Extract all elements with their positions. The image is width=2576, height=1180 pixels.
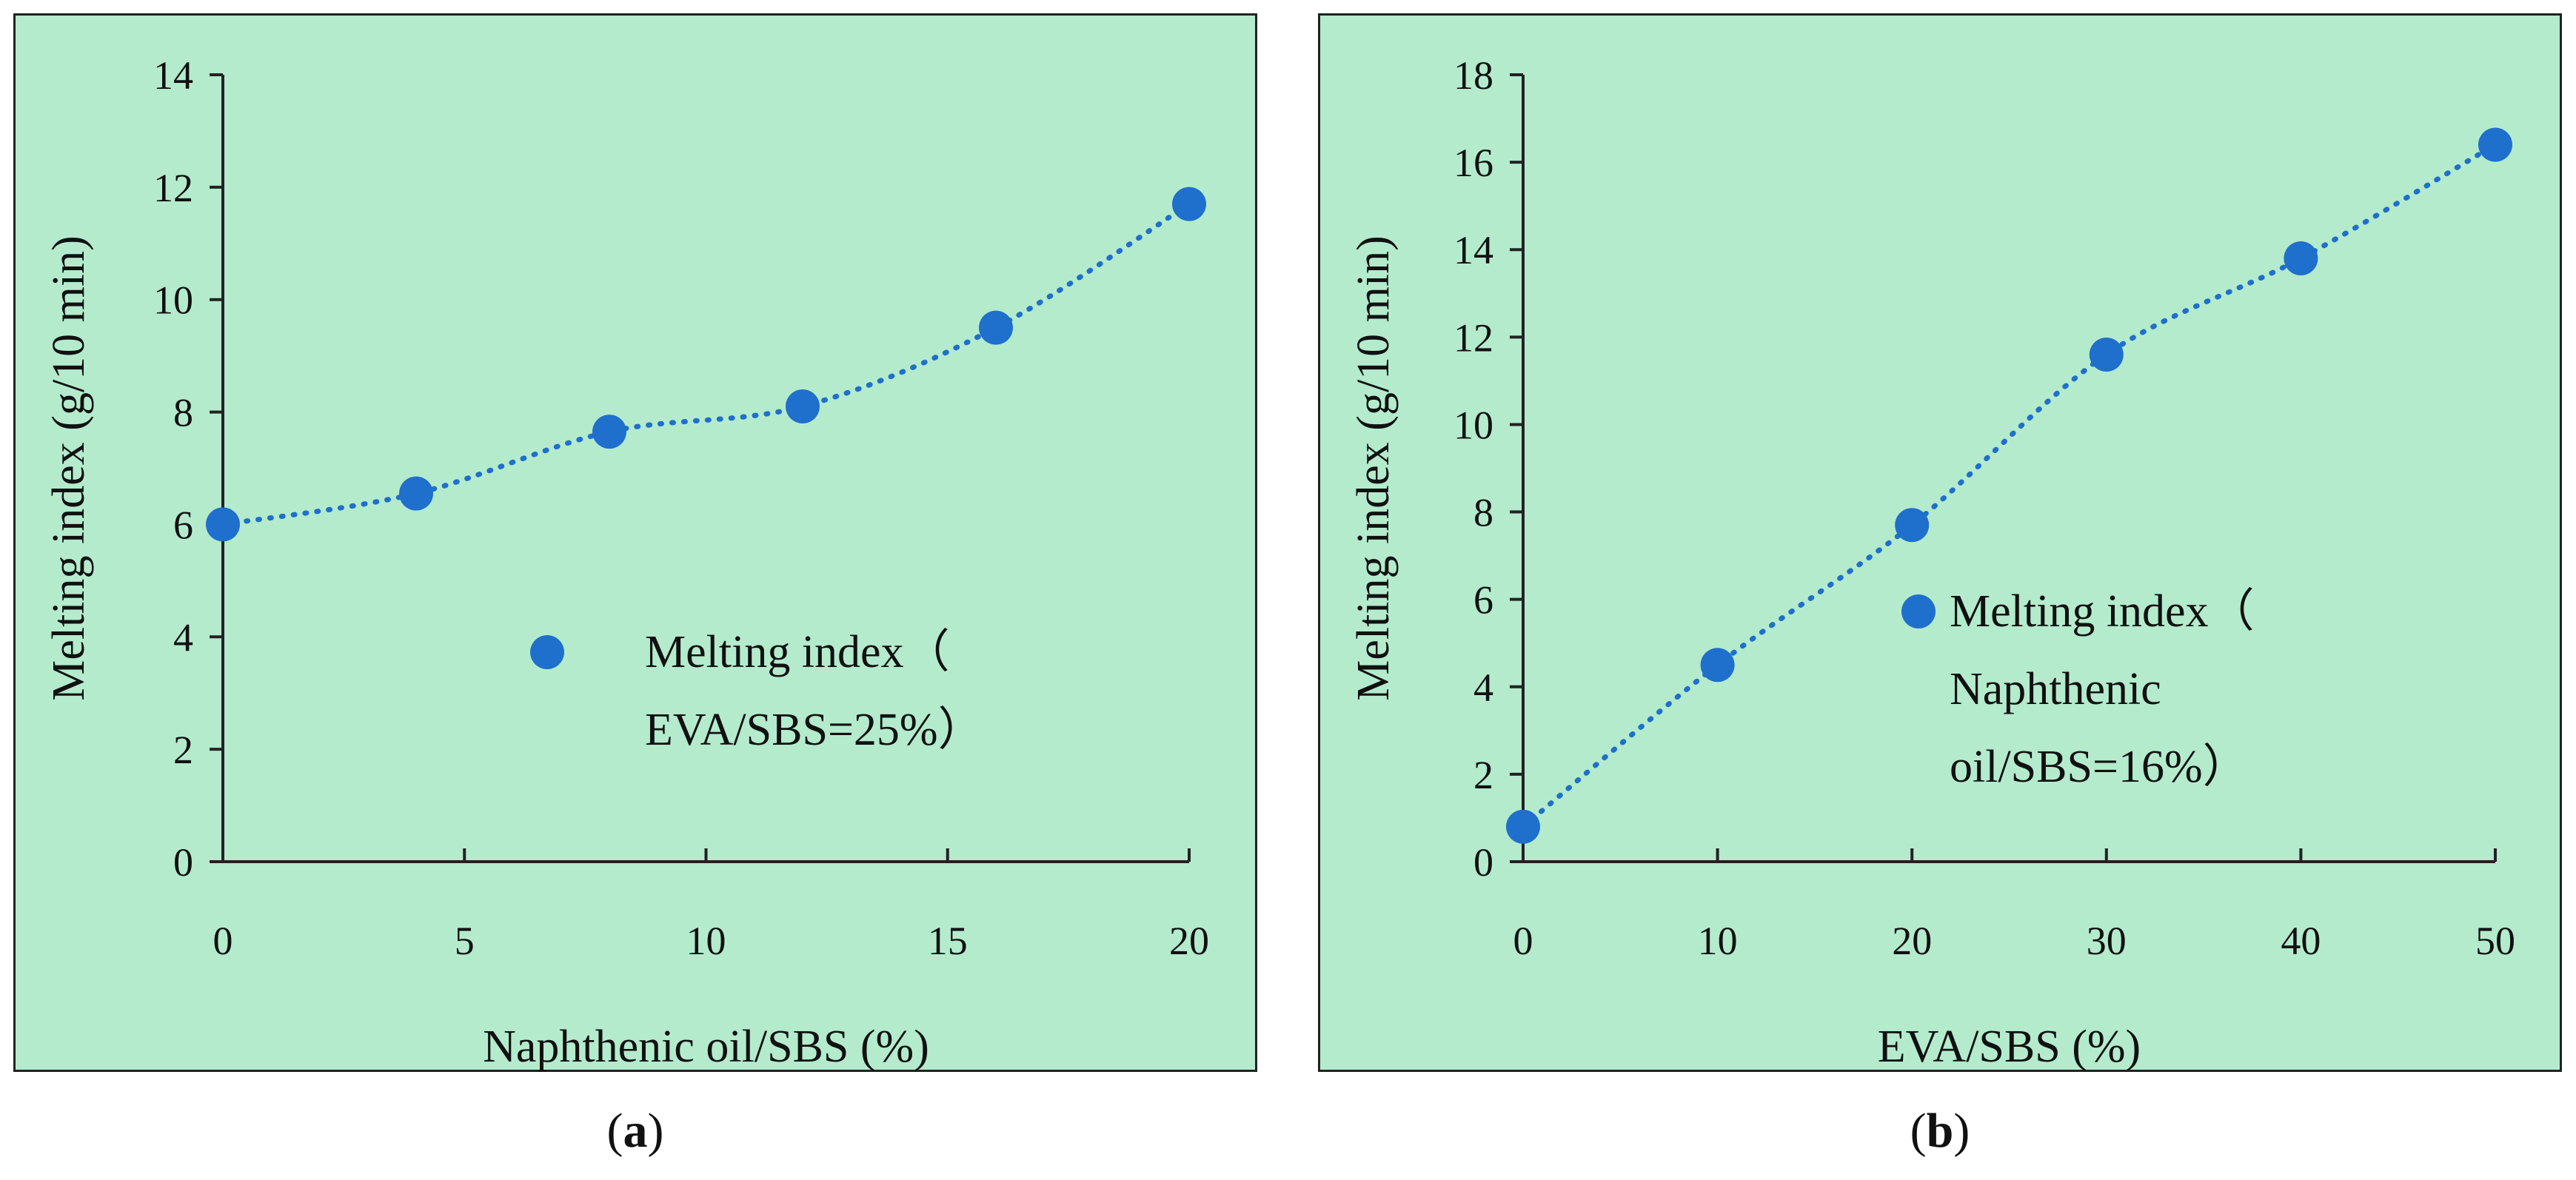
data-point	[1506, 809, 1540, 844]
caption-b: (b)	[1910, 1104, 1970, 1158]
chart-panel-a: 0 2 4 6 8 10 12 14 0 5 10 15 20 Naphthenic oil/SBS (%…	[13, 13, 1257, 1072]
y-axis-title: Melting index (g/10 min)	[44, 235, 94, 701]
data-point	[592, 415, 626, 449]
caption-a-letter: a	[623, 1104, 648, 1158]
data-point	[1172, 187, 1206, 221]
x-tick-label: 20	[1892, 919, 1932, 963]
y-tick-label: 16	[1453, 141, 1493, 185]
x-axis-title: EVA/SBS (%)	[1878, 1022, 2141, 1072]
y-tick-label: 10	[1453, 403, 1493, 447]
y-tick-label: 14	[153, 53, 193, 98]
x-tick-label: 15	[928, 919, 968, 963]
trendline	[220, 201, 1192, 527]
data-point	[2478, 127, 2512, 162]
legend-text-line: Melting index（	[645, 627, 950, 677]
x-tick-label: 50	[2475, 919, 2515, 963]
y-tick-label: 6	[1473, 578, 1493, 623]
y-tick-label: 0	[173, 840, 193, 885]
data-point	[2284, 241, 2318, 276]
legend-text-line: Melting index（	[1950, 586, 2255, 637]
chart-b: 0 2 4 6 8 10 12 14 16 18 0 10 20 30 40 50 EVA/SBS (%) Mel…	[1348, 53, 2515, 1072]
chart-a: 0 2 4 6 8 10 12 14 0 5 10 15 20 Naphthenic oil/SBS (%…	[44, 53, 1209, 1072]
x-axis-title: Naphthenic oil/SBS (%)	[483, 1022, 929, 1072]
data-point	[399, 476, 433, 511]
legend-text-line: oil/SBS=16%）	[1950, 742, 2249, 792]
caption-a: (a)	[606, 1104, 664, 1158]
x-tick-label: 0	[1513, 919, 1533, 963]
y-tick-label: 12	[1453, 315, 1493, 360]
data-point	[1895, 508, 1930, 543]
data-point	[2089, 337, 2124, 372]
y-tick-label: 4	[1473, 666, 1493, 710]
x-tick-label: 5	[455, 919, 475, 963]
y-axis-title: Melting index (g/10 min)	[1348, 235, 1399, 701]
y-tick-label: 14	[1453, 228, 1493, 272]
data-point	[979, 310, 1013, 345]
legend-text-line: Naphthenic	[1950, 664, 2161, 714]
caption-b-letter: b	[1926, 1104, 1954, 1158]
trendline	[1520, 141, 2498, 830]
y-tick-label: 12	[153, 166, 193, 210]
x-tick-label: 10	[686, 919, 726, 963]
y-tick-label: 0	[1473, 840, 1493, 885]
x-tick-label: 10	[1698, 919, 1738, 963]
y-tick-label: 2	[1473, 753, 1493, 797]
y-tick-label: 8	[1473, 491, 1493, 535]
legend-marker	[1901, 594, 1936, 628]
chart-panel-b: 0 2 4 6 8 10 12 14 16 18 0 10 20 30 40 50 EVA/SBS (%) Mel…	[1318, 13, 2562, 1072]
y-tick-label: 10	[153, 278, 193, 323]
data-point	[206, 507, 240, 542]
x-tick-label: 0	[213, 919, 233, 963]
data-point	[1700, 648, 1735, 683]
y-tick-label: 6	[173, 503, 193, 547]
x-tick-label: 40	[2281, 919, 2321, 963]
x-tick-label: 20	[1169, 919, 1209, 963]
x-tick-label: 30	[2087, 919, 2127, 963]
legend-text-line: EVA/SBS=25%）	[645, 705, 984, 755]
y-tick-label: 8	[173, 391, 193, 435]
data-point	[786, 389, 820, 423]
y-tick-label: 4	[173, 615, 193, 660]
legend-marker	[530, 635, 564, 669]
y-tick-label: 2	[173, 728, 193, 772]
y-tick-label: 18	[1453, 53, 1493, 98]
